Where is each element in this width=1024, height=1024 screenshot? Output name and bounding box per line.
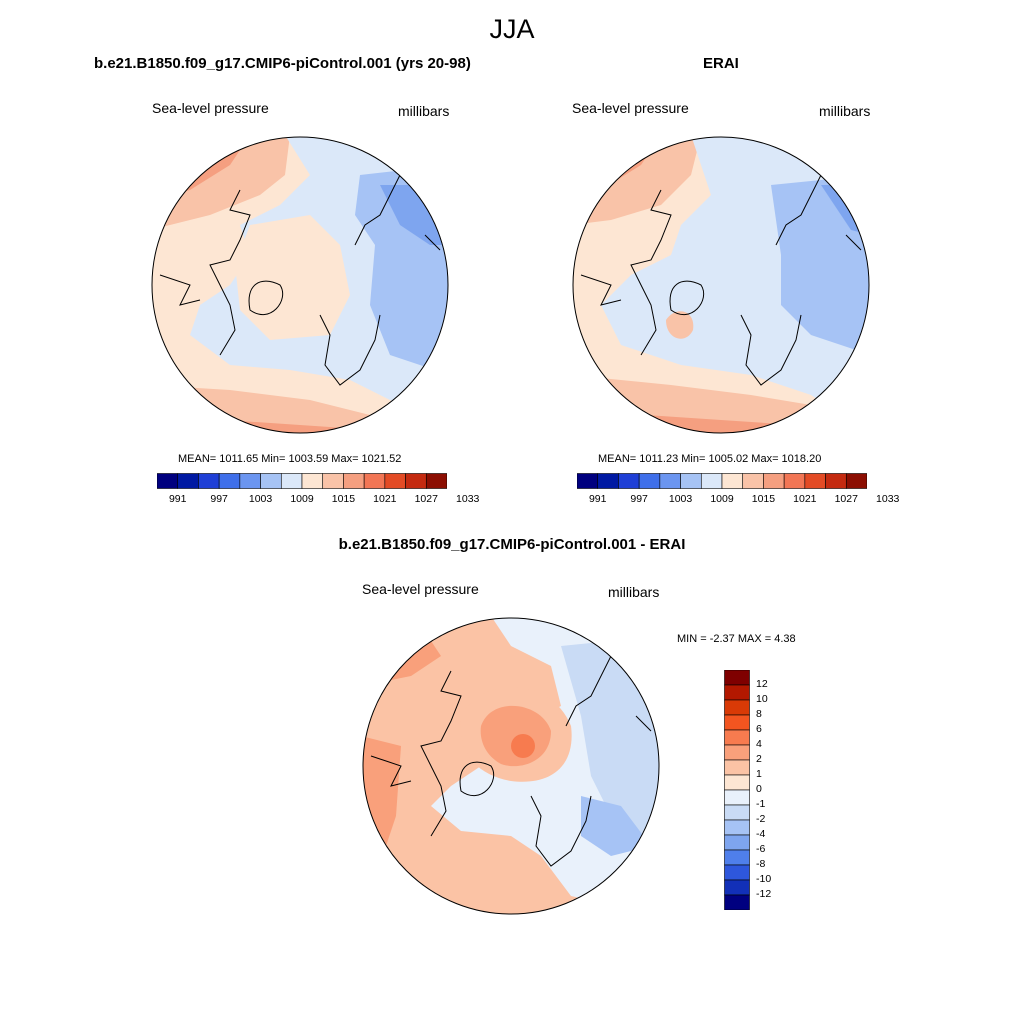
model-colorbar-swatch [343, 473, 365, 489]
difference-colorbar-tick-label: 8 [756, 708, 762, 720]
difference-colorbar-swatch [724, 684, 750, 701]
panel3-units-label: millibars [608, 584, 660, 600]
figure-title: JJA [489, 14, 535, 44]
panel2-units-label: millibars [819, 103, 871, 119]
model-colorbar-tick-label: 1003 [248, 493, 273, 505]
difference-colorbar-tick-label: 10 [756, 693, 768, 705]
difference-colorbar-swatch [724, 714, 750, 731]
model-colorbar-swatch [363, 473, 386, 489]
difference-colorbar-tick-label: 1 [756, 768, 762, 780]
model-colorbar-swatch [157, 473, 179, 489]
panel3-title: b.e21.B1850.f09_g17.CMIP6-piControl.001 … [338, 536, 686, 553]
model-colorbar-swatch [405, 473, 427, 489]
erai-colorbar-swatch [577, 473, 599, 489]
panel1-title: b.e21.B1850.f09_g17.CMIP6-piControl.001 … [94, 55, 471, 72]
panel1-units-label: millibars [398, 103, 450, 119]
panel2-title: ERAI [703, 55, 739, 72]
difference-colorbar-swatch [724, 864, 750, 881]
erai-colorbar-swatch [804, 473, 826, 489]
panel1-stats: MEAN= 1011.65 Min= 1003.59 Max= 1021.52 [178, 453, 402, 465]
difference-colorbar-swatch [724, 774, 750, 791]
model-colorbar-labels: 991 997 1003 1009 1015 1021 1027 1033 [157, 493, 479, 507]
panel2-variable-label: Sea-level pressure [572, 100, 689, 116]
model-colorbar-swatch [322, 473, 344, 489]
difference-slp-map [362, 617, 660, 915]
difference-colorbar-swatch [724, 699, 750, 716]
difference-colorbar-tick-label: 6 [756, 723, 762, 735]
erai-colorbar-tick-label: 1003 [668, 493, 693, 505]
erai-colorbar-swatch [618, 473, 640, 489]
difference-colorbar-swatch [724, 789, 750, 806]
model-colorbar-tick-label: 1015 [331, 493, 356, 505]
erai-colorbar-swatch [783, 473, 806, 489]
difference-colorbar-swatch [724, 894, 750, 910]
model-colorbar-swatch [301, 473, 324, 489]
erai-colorbar-swatch [659, 473, 681, 489]
model-colorbar-swatch [177, 473, 199, 489]
erai-colorbar-tick-label: 1015 [751, 493, 776, 505]
erai-colorbar-swatch [742, 473, 764, 489]
erai-colorbar-swatch [700, 473, 723, 489]
panel3-stats: MIN = -2.37 MAX = 4.38 [677, 633, 796, 645]
erai-colorbar-tick-label: 1027 [834, 493, 858, 505]
model-colorbar-tick-label: 1027 [414, 493, 438, 505]
erai-colorbar-tick-label: 991 [588, 493, 607, 505]
erai-colorbar [577, 473, 867, 489]
difference-colorbar [724, 670, 750, 910]
difference-colorbar-swatch [724, 834, 750, 851]
difference-colorbar-tick-label: -12 [756, 888, 772, 900]
erai-colorbar-tick-label: 997 [630, 493, 648, 505]
difference-colorbar-swatch [724, 879, 750, 896]
difference-colorbar-swatch [724, 804, 750, 821]
erai-colorbar-tick-label: 1021 [793, 493, 817, 505]
difference-colorbar-swatch [724, 744, 750, 761]
erai-colorbar-swatch [597, 473, 619, 489]
model-colorbar-swatch [218, 473, 241, 489]
difference-colorbar-tick-label: 12 [756, 678, 768, 690]
difference-colorbar-tick-label: -4 [756, 828, 766, 840]
model-colorbar-tick-label: 1021 [373, 493, 397, 505]
difference-colorbar-tick-label: -2 [756, 813, 766, 825]
difference-colorbar-swatch [724, 670, 750, 686]
difference-colorbar-swatch [724, 729, 750, 746]
erai-colorbar-labels: 991 997 1003 1009 1015 1021 1027 1033 [577, 493, 899, 507]
model-colorbar-swatch [384, 473, 406, 489]
difference-colorbar-tick-label: -6 [756, 843, 766, 855]
model-colorbar-swatch [425, 473, 447, 489]
model-colorbar-tick-label: 1009 [290, 493, 314, 505]
difference-colorbar-swatch [724, 819, 750, 836]
panel3-variable-label: Sea-level pressure [362, 581, 479, 597]
difference-colorbar-tick-label: -1 [756, 798, 766, 810]
model-colorbar-swatch [260, 473, 282, 489]
difference-colorbar-tick-label: 4 [756, 738, 762, 750]
erai-colorbar-swatch [763, 473, 785, 489]
panel1-variable-label: Sea-level pressure [152, 100, 269, 116]
erai-colorbar-tick-label: 1033 [876, 493, 900, 505]
model-colorbar-tick-label: 991 [168, 493, 187, 505]
model-colorbar-tick-label: 1033 [456, 493, 480, 505]
difference-colorbar-tick-label: -10 [756, 873, 772, 885]
model-slp-map [151, 136, 449, 434]
model-colorbar-tick-label: 997 [210, 493, 228, 505]
model-colorbar-swatch [198, 473, 220, 489]
erai-colorbar-swatch [825, 473, 847, 489]
erai-colorbar-swatch [680, 473, 702, 489]
panel2-stats: MEAN= 1011.23 Min= 1005.02 Max= 1018.20 [598, 453, 822, 465]
erai-colorbar-tick-label: 1009 [710, 493, 734, 505]
erai-slp-map [572, 136, 870, 434]
difference-colorbar-tick-label: 2 [756, 753, 762, 765]
difference-colorbar-tick-label: 0 [756, 783, 762, 795]
difference-colorbar-tick-label: -8 [756, 858, 766, 870]
difference-colorbar-labels: 12 10 8 6 4 2 1 0 -1 -2 -4 -6 -8 -10 -12 [756, 670, 796, 910]
difference-colorbar-swatch [724, 759, 750, 776]
model-colorbar [157, 473, 447, 489]
erai-colorbar-swatch [638, 473, 661, 489]
model-colorbar-swatch [239, 473, 261, 489]
difference-colorbar-swatch [724, 849, 750, 866]
erai-colorbar-swatch [845, 473, 867, 489]
erai-colorbar-swatch [721, 473, 744, 489]
model-colorbar-swatch [280, 473, 303, 489]
